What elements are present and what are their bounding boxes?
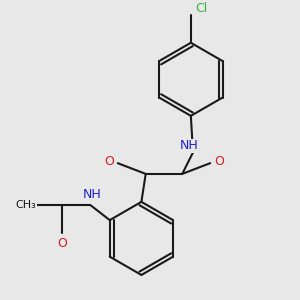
Text: O: O: [58, 237, 68, 250]
Text: Cl: Cl: [196, 2, 208, 15]
Text: NH: NH: [179, 140, 198, 152]
Text: CH₃: CH₃: [16, 200, 36, 210]
Text: O: O: [104, 154, 114, 167]
Text: NH: NH: [83, 188, 102, 201]
Text: O: O: [214, 154, 224, 167]
